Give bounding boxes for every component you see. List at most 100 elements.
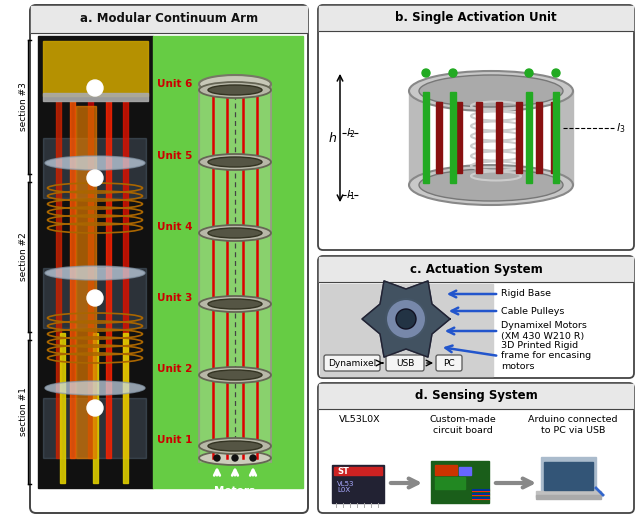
Text: section #1: section #1 [19,387,29,437]
Circle shape [232,455,238,461]
Bar [319,6,633,31]
Bar [435,477,465,489]
Ellipse shape [199,438,271,454]
Text: Cable Pulleys: Cable Pulleys [501,307,564,315]
Bar [88,101,93,458]
Bar [60,333,65,483]
Ellipse shape [199,75,271,93]
Text: USB: USB [396,358,414,367]
FancyBboxPatch shape [436,355,462,371]
Text: Unit 6: Unit 6 [157,79,193,89]
Circle shape [87,290,103,306]
Circle shape [87,400,103,416]
Ellipse shape [208,228,262,238]
Circle shape [386,299,426,339]
Bar [43,268,146,328]
Bar [553,92,559,183]
Ellipse shape [419,75,563,107]
Bar [436,102,442,173]
Circle shape [396,309,416,329]
Bar [431,461,489,503]
Circle shape [422,69,430,77]
Bar [123,333,128,483]
FancyBboxPatch shape [318,383,634,513]
Text: section #3: section #3 [19,82,29,132]
Text: h: h [328,132,336,145]
Bar [551,102,557,173]
Ellipse shape [199,296,271,312]
Circle shape [214,455,220,461]
Ellipse shape [45,156,145,170]
Bar [43,41,148,96]
Bar [459,467,471,475]
Bar [153,36,303,488]
Circle shape [87,80,103,96]
Circle shape [87,170,103,186]
Text: Arduino connected
to PC via USB: Arduino connected to PC via USB [528,415,618,435]
Ellipse shape [45,266,145,280]
Bar [31,6,307,33]
Text: a. Modular Continuum Arm: a. Modular Continuum Arm [80,12,258,25]
FancyBboxPatch shape [318,256,634,378]
Text: Unit 4: Unit 4 [157,222,193,232]
Text: section #2: section #2 [19,233,29,281]
Ellipse shape [45,381,145,395]
Polygon shape [362,281,450,357]
Bar [544,462,593,490]
Bar [536,495,601,499]
Bar [70,101,75,458]
Text: Custom-made
circuit board: Custom-made circuit board [429,415,497,435]
Bar [319,257,633,282]
Text: $l_2$: $l_2$ [346,126,355,140]
Ellipse shape [409,71,573,111]
Bar [541,457,596,493]
Bar [38,36,153,488]
Circle shape [449,69,457,77]
Circle shape [552,69,560,77]
Text: b. Single Activation Unit: b. Single Activation Unit [395,11,557,24]
Text: $l_1$: $l_1$ [346,188,355,202]
Ellipse shape [208,299,262,309]
Bar [76,106,96,458]
Ellipse shape [419,169,563,201]
FancyBboxPatch shape [318,5,634,250]
Text: Unit 2: Unit 2 [157,364,193,374]
FancyBboxPatch shape [386,355,424,371]
Ellipse shape [208,85,262,95]
Circle shape [525,69,533,77]
Bar [106,101,111,458]
Text: 3D Printed Rigid
frame for encasing
motors: 3D Printed Rigid frame for encasing moto… [501,341,591,371]
Text: Rigid Base: Rigid Base [501,290,551,298]
Text: $l_3$: $l_3$ [616,121,625,135]
Bar [423,92,429,183]
Bar [516,102,522,173]
Ellipse shape [199,451,271,465]
Bar [334,467,382,475]
Ellipse shape [208,370,262,380]
Bar [43,398,146,458]
Bar [319,384,633,409]
Bar [526,92,532,183]
Bar [56,101,61,458]
FancyBboxPatch shape [30,5,308,513]
Text: Unit 1: Unit 1 [157,435,193,445]
Text: Unit 3: Unit 3 [157,293,193,303]
Text: Unit 5: Unit 5 [157,151,193,161]
Text: Dynamixel: Dynamixel [328,358,376,367]
Bar [123,101,128,458]
Text: c. Actuation System: c. Actuation System [410,263,542,276]
Text: Motors: Motors [214,486,255,496]
Ellipse shape [199,154,271,170]
Text: Dynamixel Motors
(XM 430 W210 R): Dynamixel Motors (XM 430 W210 R) [501,321,587,341]
Bar [199,84,271,462]
FancyBboxPatch shape [324,355,380,371]
Bar [450,92,456,183]
Bar [43,93,148,101]
Circle shape [250,455,256,461]
Text: ST: ST [337,467,349,476]
Bar [332,465,384,503]
Bar [43,138,146,198]
Bar [476,102,482,173]
Text: VL53L0X: VL53L0X [339,415,381,424]
Bar [456,102,462,173]
